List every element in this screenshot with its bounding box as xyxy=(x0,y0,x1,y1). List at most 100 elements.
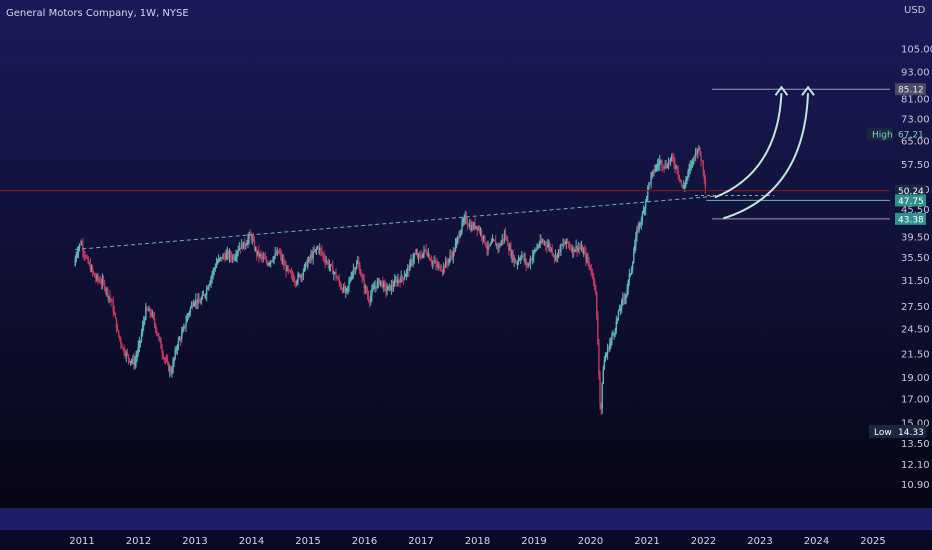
candle-body xyxy=(114,313,117,319)
candle-body xyxy=(260,253,262,256)
time-axis[interactable]: 2011 2012 2013 2014 2015 2016 2017 2018 2019 2020… xyxy=(69,536,885,547)
candle-body xyxy=(271,260,273,262)
candle-body xyxy=(348,281,350,287)
candle-body xyxy=(183,325,185,330)
candle-body xyxy=(682,186,685,189)
candle-body xyxy=(428,254,431,260)
candle-body xyxy=(320,248,322,251)
candle-body xyxy=(267,263,270,266)
candle-body xyxy=(598,344,600,376)
candle-body xyxy=(239,247,242,249)
candle-body xyxy=(465,215,468,223)
candle-body xyxy=(312,251,314,259)
candle-body xyxy=(108,296,110,298)
candle-body xyxy=(275,253,277,255)
candle-body xyxy=(514,258,516,263)
candle-body xyxy=(608,347,610,350)
candle-body xyxy=(515,262,518,264)
candle-body xyxy=(251,238,254,240)
candle-body xyxy=(212,270,214,275)
candle-body xyxy=(497,244,499,248)
candle-body xyxy=(232,256,234,259)
candle-body xyxy=(656,164,659,166)
candle-body xyxy=(626,288,628,295)
candle-body xyxy=(208,285,210,289)
candle-body xyxy=(383,282,385,288)
support-price-badge-bg xyxy=(895,194,926,207)
candle-body xyxy=(453,250,456,252)
x-tick-label: 2018 xyxy=(465,536,490,547)
candle-body xyxy=(513,258,515,261)
candle-body xyxy=(234,257,236,260)
candle-body xyxy=(672,155,674,160)
candle-body xyxy=(166,360,169,363)
candle-body xyxy=(517,259,520,263)
candle-body xyxy=(602,369,604,384)
candle-body xyxy=(305,262,308,267)
candle-body xyxy=(640,220,643,224)
candle-body xyxy=(142,321,145,326)
candle-body xyxy=(353,269,356,272)
candle-body xyxy=(551,248,553,254)
candle-body xyxy=(559,249,561,252)
candle-body xyxy=(630,269,633,274)
candle-body xyxy=(409,262,411,271)
candle-body xyxy=(377,279,380,282)
candle-body xyxy=(189,307,192,313)
candles-layer xyxy=(74,144,707,415)
candle-body xyxy=(363,279,365,289)
candle-body xyxy=(547,245,549,247)
candle-body xyxy=(91,267,94,272)
y-tick-label: 13.50 xyxy=(901,439,930,450)
candle-body xyxy=(153,317,156,325)
candle-body xyxy=(375,286,377,288)
candle-body xyxy=(615,321,618,331)
candle-body xyxy=(424,249,426,251)
candle-body xyxy=(125,352,127,356)
candle-body xyxy=(427,254,430,256)
candle-body xyxy=(544,241,547,245)
candle-body xyxy=(594,285,597,294)
candle-body xyxy=(666,167,669,169)
candle-body xyxy=(321,250,323,254)
candle-body xyxy=(483,235,485,239)
candle-body xyxy=(405,270,408,275)
candle-body xyxy=(237,250,239,253)
candle-body xyxy=(605,353,608,357)
candle-body xyxy=(470,224,472,231)
candle-body xyxy=(462,221,464,223)
candle-body xyxy=(92,271,95,274)
candle-body xyxy=(283,260,285,266)
candle-body xyxy=(373,288,375,290)
candle-body xyxy=(610,339,612,344)
y-tick-label: 57.50 xyxy=(901,160,930,171)
y-tick-label: 27.50 xyxy=(901,302,930,313)
candle-body xyxy=(207,288,209,290)
candle-body xyxy=(172,362,174,372)
candle-body xyxy=(117,330,120,336)
candle-body xyxy=(75,254,78,260)
candle-body xyxy=(354,267,357,272)
candle-body xyxy=(504,233,507,238)
candle-body xyxy=(295,281,297,284)
candle-body xyxy=(606,347,609,354)
candle-body xyxy=(262,257,264,259)
candle-body xyxy=(671,155,673,158)
candle-body xyxy=(560,244,562,252)
candle-body xyxy=(410,260,412,263)
candle-body xyxy=(332,265,334,274)
candle-body xyxy=(447,262,449,264)
candle-body xyxy=(687,171,689,177)
candle-body xyxy=(631,262,634,270)
candle-body xyxy=(535,249,537,251)
candle-body xyxy=(579,248,582,250)
candle-body xyxy=(122,347,124,349)
candle-body xyxy=(392,286,395,288)
candle-body xyxy=(203,294,206,296)
candle-body xyxy=(175,349,177,351)
y-tick-label: 15.00 xyxy=(901,419,930,430)
candle-body xyxy=(368,300,371,302)
candle-body xyxy=(211,274,213,278)
candle-body xyxy=(623,298,625,300)
